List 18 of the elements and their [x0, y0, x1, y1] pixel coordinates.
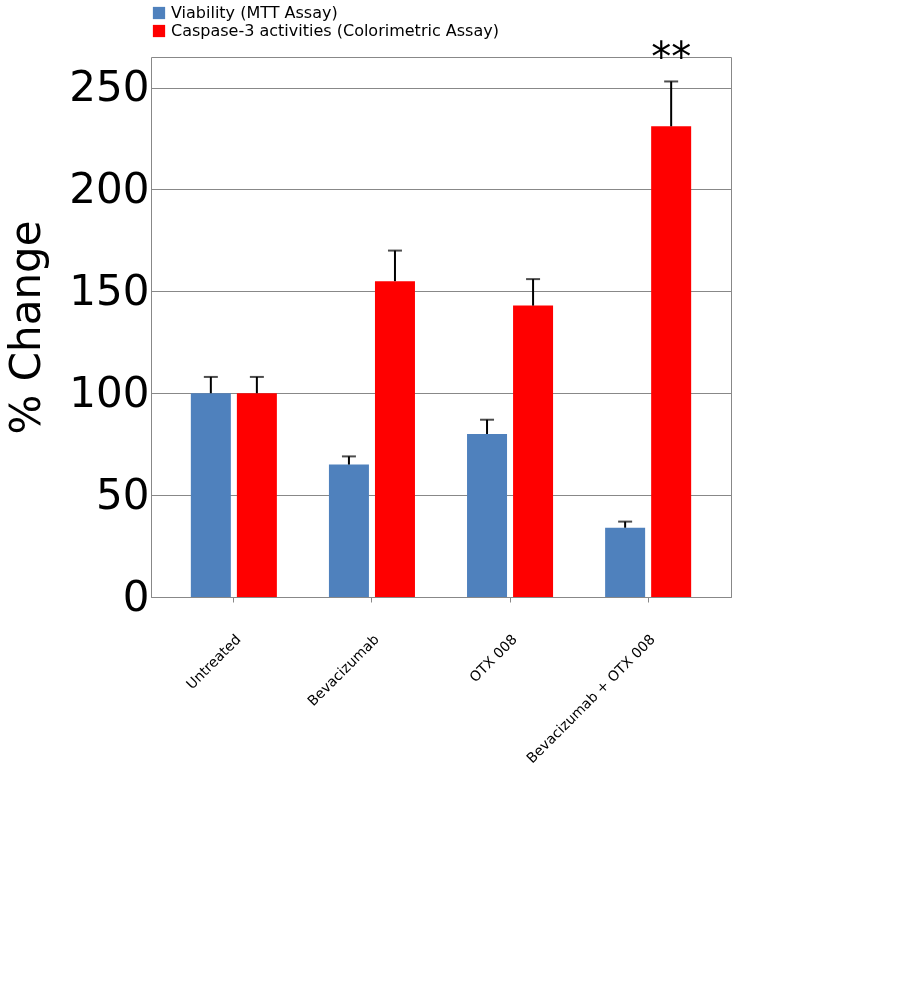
bar [374, 281, 415, 597]
bar [651, 126, 692, 597]
y-tick-label: 200 [69, 163, 150, 213]
annotation: ** [651, 34, 692, 81]
y-tick-label: 0 [122, 571, 150, 621]
bar [236, 393, 277, 597]
bar [605, 527, 646, 597]
bar [467, 433, 508, 597]
y-tick-label: 100 [69, 367, 150, 417]
bar [328, 464, 369, 597]
bar [513, 305, 554, 597]
y-tick-label: 50 [96, 469, 150, 519]
y-tick-label: 250 [69, 62, 150, 112]
y-axis-title: % Change [1, 220, 51, 435]
legend-label: Caspase-3 activities (Colorimetric Assay) [171, 21, 499, 40]
y-tick-label: 150 [69, 265, 150, 315]
bar [190, 393, 231, 597]
legend-label: Viability (MTT Assay) [171, 3, 338, 22]
